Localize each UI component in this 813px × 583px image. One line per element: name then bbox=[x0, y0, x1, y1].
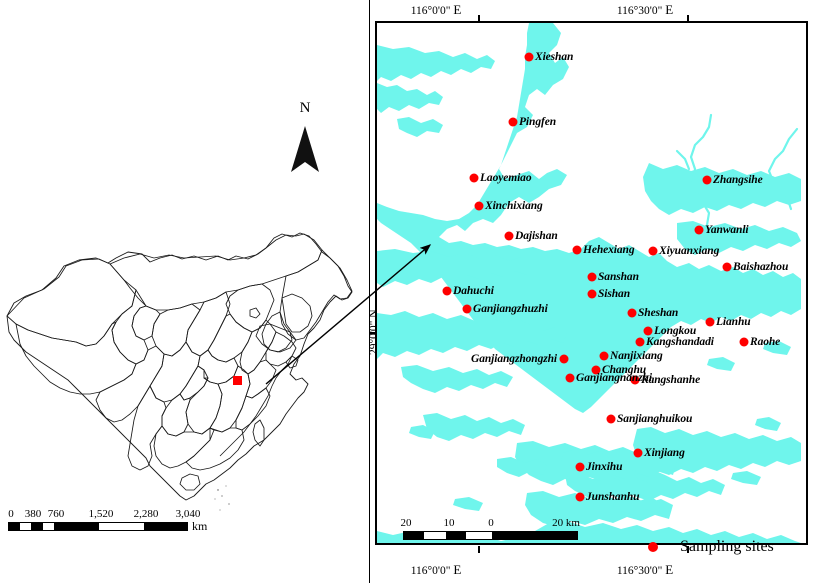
china-inset-panel: N 0 380 760 1,520 2,280 3,040 km bbox=[0, 0, 370, 583]
sampling-site-label: Kangshandadi bbox=[646, 336, 714, 348]
sampling-site-dot[interactable] bbox=[599, 351, 609, 361]
china-scale-tick-3: 1,520 bbox=[88, 508, 114, 520]
sampling-site-dot[interactable] bbox=[739, 337, 749, 347]
sampling-site-label: Xieshan bbox=[535, 51, 574, 63]
map-scale-labels: 20 10 0 20 km bbox=[400, 517, 580, 531]
sampling-site-dot[interactable] bbox=[462, 304, 472, 314]
sampling-site-label: Sanjianghuikou bbox=[617, 413, 693, 425]
sampling-site-dot[interactable] bbox=[469, 173, 479, 183]
sampling-site-label: Changhu bbox=[602, 364, 647, 376]
sampling-site-label: Lianhu bbox=[716, 316, 751, 328]
sampling-site-label: Nanjixiang bbox=[610, 350, 663, 362]
china-scale-tick-4: 2,280 bbox=[133, 508, 159, 520]
sampling-site-dot[interactable] bbox=[442, 286, 452, 296]
china-scale-unit: km bbox=[192, 519, 208, 533]
sampling-site-label: Xiyuanxiang bbox=[659, 245, 720, 257]
sampling-site-label: Yanwanli bbox=[705, 224, 749, 236]
sampling-site-dot[interactable] bbox=[635, 337, 645, 347]
sampling-site-label: Junshanhu bbox=[586, 491, 640, 503]
map-scale-tick-10: 10 bbox=[443, 517, 455, 529]
axis-bottom-tick-1 bbox=[478, 546, 480, 553]
map-scale-bar-graphic bbox=[403, 531, 578, 540]
sampling-site-label: Ganjiangzhongzhi bbox=[471, 353, 557, 365]
sampling-site-label: Longkou bbox=[654, 325, 697, 337]
china-scale-tick-5: 3,040 bbox=[175, 508, 201, 520]
axis-top-label-2: 116°30'0" E bbox=[616, 2, 674, 17]
sampling-site-dot[interactable] bbox=[694, 225, 704, 235]
map-scale-bar: 20 10 0 20 km bbox=[400, 517, 580, 540]
north-arrow-label: N bbox=[299, 100, 311, 116]
map-legend: Sampling sites bbox=[648, 538, 774, 556]
map-scale-tick-20r: 20 km bbox=[552, 517, 580, 529]
sampling-site-dot[interactable] bbox=[508, 117, 518, 127]
sampling-site-label: Jinxihu bbox=[586, 461, 623, 473]
sampling-site-dot[interactable] bbox=[575, 492, 585, 502]
sampling-site-label: Sheshan bbox=[638, 307, 679, 319]
sampling-site-label: Ganjiangzhuzhi bbox=[473, 303, 548, 315]
sampling-site-dot[interactable] bbox=[524, 52, 534, 62]
sampling-site-dot[interactable] bbox=[633, 448, 643, 458]
sampling-site-dot[interactable] bbox=[648, 246, 658, 256]
axis-top-tick-2 bbox=[687, 15, 689, 22]
axis-top-tick-1 bbox=[478, 15, 480, 22]
sampling-site-legend-icon bbox=[648, 542, 658, 552]
sampling-site-dot[interactable] bbox=[643, 326, 653, 336]
china-scale-tick-0: 0 bbox=[8, 508, 14, 520]
sampling-sites-layer: Xieshan Pingfen Laoyemiao Xinchixiang Dajish… bbox=[370, 0, 813, 583]
sampling-site-legend-label: Sampling sites bbox=[680, 538, 774, 555]
axis-top-label-1: 116°0'0" E bbox=[410, 2, 462, 17]
sampling-site-dot[interactable] bbox=[630, 375, 640, 385]
sampling-site-label: Dahuchi bbox=[453, 285, 494, 297]
sampling-site-dot[interactable] bbox=[587, 272, 597, 282]
axis-bottom-label-1: 116°0'0" E bbox=[410, 562, 462, 577]
china-scale-bar: 0 380 760 1,520 2,280 3,040 km bbox=[8, 508, 207, 533]
sampling-site-dot[interactable] bbox=[702, 175, 712, 185]
axis-bottom-label-2: 116°30'0" E bbox=[616, 562, 674, 577]
sampling-site-label: Laoyemiao bbox=[480, 172, 532, 184]
lake-map-panel: 116°0'0" E 116°30'0" E 116°0'0" E 116°30… bbox=[368, 0, 813, 583]
study-area-locator bbox=[233, 376, 242, 385]
sampling-site-dot[interactable] bbox=[705, 317, 715, 327]
china-scale-tick-2: 760 bbox=[47, 508, 65, 520]
sampling-site-label: Dajishan bbox=[515, 230, 558, 242]
sampling-site-label: Sanshan bbox=[598, 271, 639, 283]
sampling-site-label: Raohe bbox=[750, 336, 781, 348]
sampling-site-label: Pingfen bbox=[519, 116, 556, 128]
china-scale-bar-graphic bbox=[8, 522, 188, 531]
sampling-site-dot[interactable] bbox=[474, 201, 484, 211]
sampling-site-dot[interactable] bbox=[591, 365, 601, 375]
sampling-site-label: Sishan bbox=[598, 288, 631, 300]
china-outline-map bbox=[6, 232, 353, 511]
sampling-site-dot[interactable] bbox=[587, 289, 597, 299]
sampling-site-dot[interactable] bbox=[606, 414, 616, 424]
sampling-site-dot[interactable] bbox=[575, 462, 585, 472]
sampling-site-label: Ganjiangnanzhi bbox=[576, 372, 652, 384]
north-arrow: N bbox=[275, 100, 335, 180]
sampling-site-label: Kangshanhe bbox=[641, 374, 701, 386]
sampling-site-label: Xinchixiang bbox=[485, 200, 543, 212]
sampling-site-dot[interactable] bbox=[504, 231, 514, 241]
china-scale-labels: 0 380 760 1,520 2,280 3,040 bbox=[8, 508, 200, 522]
sampling-site-dot[interactable] bbox=[627, 308, 637, 318]
axis-bottom-tick-2 bbox=[687, 546, 689, 553]
sampling-site-label: Xinjiang bbox=[644, 447, 685, 459]
sampling-site-label: Zhangsihe bbox=[713, 174, 763, 186]
china-scale-tick-1: 380 bbox=[24, 508, 42, 520]
map-scale-tick-0: 0 bbox=[488, 517, 494, 529]
sampling-site-dot[interactable] bbox=[565, 373, 575, 383]
sampling-site-dot[interactable] bbox=[572, 245, 582, 255]
north-arrow-icon bbox=[291, 126, 319, 172]
sampling-site-dot[interactable] bbox=[559, 354, 569, 364]
sampling-site-dot[interactable] bbox=[722, 262, 732, 272]
sampling-site-label: Baishazhou bbox=[733, 261, 789, 273]
sampling-site-label: Hehexiang bbox=[583, 244, 635, 256]
map-scale-tick-20l: 20 bbox=[400, 517, 412, 529]
